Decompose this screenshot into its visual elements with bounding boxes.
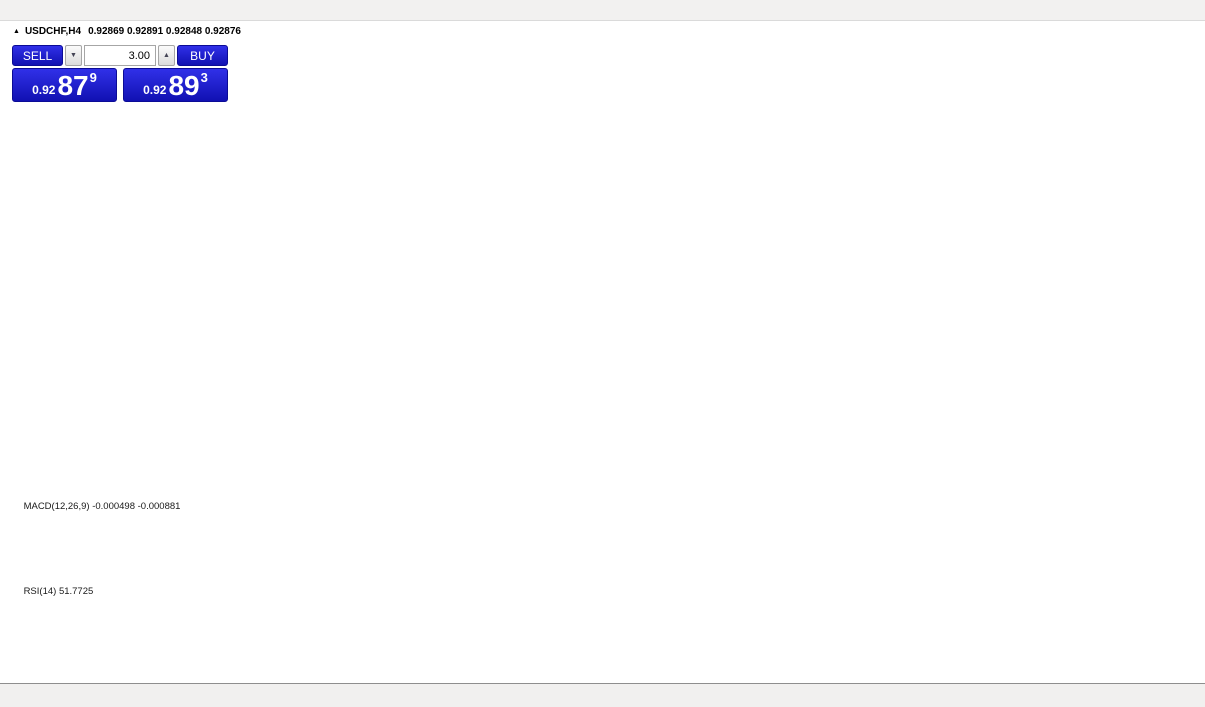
sell-price-button[interactable]: 0.92 87 9 [12,68,117,102]
collapse-icon[interactable]: ▲ [13,28,20,35]
timeframe-toolbar [0,0,1205,21]
buy-button[interactable]: BUY [177,45,228,66]
volume-input[interactable]: 3.00 [84,45,156,66]
rsi-indicator-label: RSI(14) 51.7725 [23,586,94,597]
buy-price-sup: 3 [200,70,208,85]
one-click-trading-panel: SELL ▼ 3.00 ▲ BUY 0.92 87 9 0.92 89 3 [12,45,228,102]
buy-price-big: 89 [168,70,200,102]
sell-price-sup: 9 [89,70,97,85]
sell-price-big: 87 [57,70,89,102]
macd-indicator-label: MACD(12,26,9) -0.000498 -0.000881 [23,501,181,512]
buy-price-button[interactable]: 0.92 89 3 [123,68,228,102]
chart-title: ▲ USDCHF,H4 0.92869 0.92891 0.92848 0.92… [13,26,241,37]
chart-tab-bar [0,683,1205,707]
buy-price-prefix: 0.92 [143,83,167,97]
chart-title-ohlc: 0.92869 0.92891 0.92848 0.92876 [88,26,241,37]
chart-title-symbol: USDCHF,H4 [24,26,82,37]
sell-button[interactable]: SELL [12,45,63,66]
volume-increase-button[interactable]: ▲ [158,45,175,66]
sell-price-prefix: 0.92 [32,83,56,97]
volume-decrease-button[interactable]: ▼ [65,45,82,66]
